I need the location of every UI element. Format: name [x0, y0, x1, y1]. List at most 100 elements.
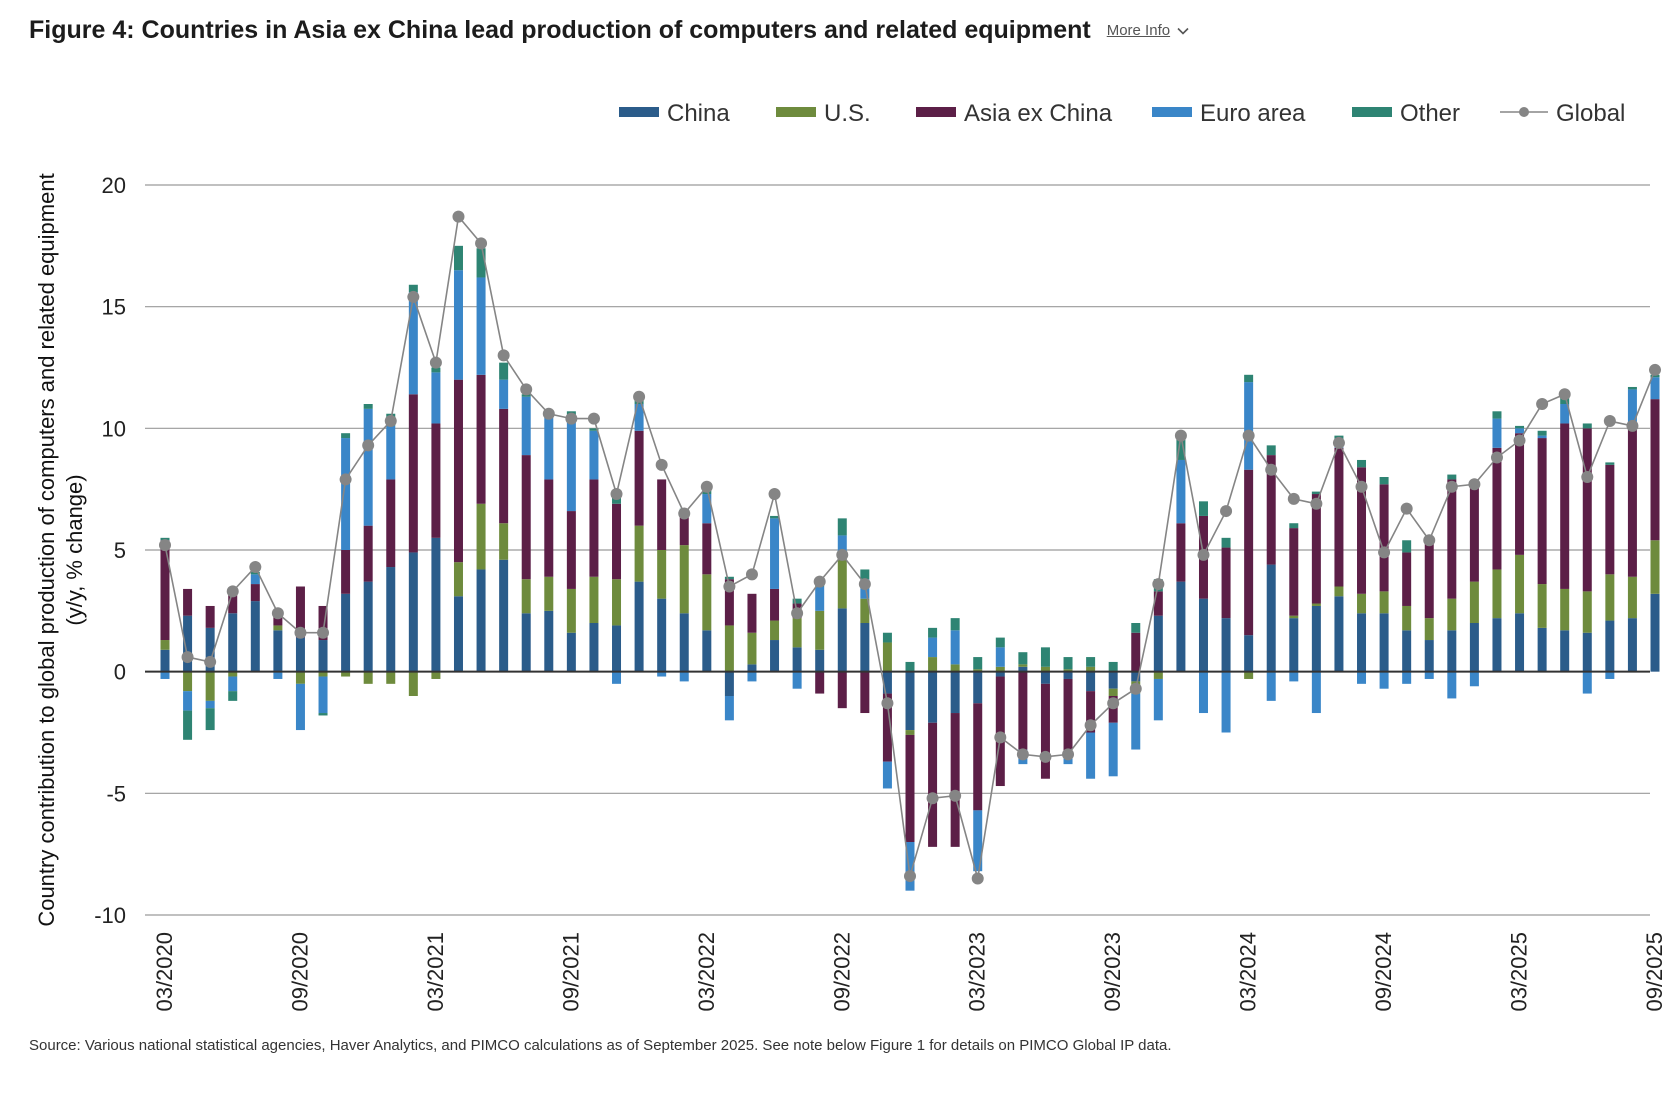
- bar-segment-euro-area: [702, 494, 712, 524]
- bar-segment-asia-ex-china: [1289, 528, 1299, 616]
- bar-segment-u-s: [521, 579, 531, 614]
- global-point: [497, 349, 510, 362]
- bar-segment-other: [973, 657, 983, 670]
- bar-segment-u-s: [1650, 540, 1660, 594]
- bar-segment-china: [928, 671, 938, 723]
- x-tick-label: 09/2021: [558, 932, 583, 1012]
- bar-segment-asia-ex-china: [1244, 469, 1254, 636]
- bar-segment-other: [1266, 445, 1276, 456]
- x-tick-label: 03/2024: [1236, 932, 1261, 1012]
- legend-swatch: [776, 107, 816, 117]
- y-tick-label: 0: [114, 660, 126, 685]
- global-point: [700, 480, 713, 493]
- global-point: [1129, 682, 1142, 695]
- global-point: [1039, 750, 1052, 763]
- y-tick-label: 20: [102, 173, 126, 198]
- bar-segment-u-s: [1402, 605, 1412, 631]
- bar-segment-asia-ex-china: [386, 479, 396, 568]
- bar-segment-u-s: [1244, 671, 1254, 679]
- global-point: [384, 415, 397, 428]
- global-point: [429, 356, 442, 369]
- bar-segment-asia-ex-china: [995, 676, 1005, 787]
- bar-segment-euro-area: [521, 396, 531, 456]
- bar-segment-u-s: [1040, 666, 1050, 672]
- bar-segment-euro-area: [273, 671, 283, 679]
- global-point: [181, 651, 194, 664]
- bar-segment-u-s: [1153, 671, 1163, 679]
- bar-segment-u-s: [499, 523, 509, 560]
- bar-segment-u-s: [1018, 664, 1028, 667]
- bar-segment-u-s: [612, 579, 622, 626]
- bar-segment-asia-ex-china: [1311, 494, 1321, 604]
- bar-segment-other: [882, 632, 892, 643]
- bar-segment-china: [905, 671, 915, 731]
- bar-segment-china: [657, 598, 667, 672]
- bar-segment-other: [250, 571, 260, 575]
- bar-segment-euro-area: [160, 671, 170, 679]
- bar-segment-euro-area: [386, 425, 396, 480]
- bar-segment-u-s: [228, 671, 238, 677]
- bar-segment-other: [341, 433, 351, 439]
- bar-segment-asia-ex-china: [1492, 447, 1502, 570]
- bar-segment-euro-area: [589, 430, 599, 480]
- bar-segment-china: [521, 613, 531, 672]
- bar-segment-euro-area: [1108, 722, 1118, 777]
- bar-segment-other: [1244, 374, 1254, 383]
- bar-segment-china: [860, 623, 870, 672]
- more-info-toggle[interactable]: More Info: [1107, 22, 1190, 39]
- bar-segment-u-s: [1492, 569, 1502, 619]
- bar-segment-other: [837, 518, 847, 536]
- bar-segment-u-s: [634, 525, 644, 582]
- bar-segment-u-s: [205, 671, 215, 701]
- bar-segment-other: [1063, 657, 1073, 670]
- chart-legend: China U.S. Asia ex China Euro area Other Glob…: [619, 100, 1625, 127]
- bar-segment-asia-ex-china: [1469, 484, 1479, 582]
- bar-segment-asia-ex-china: [1402, 552, 1412, 606]
- x-tick-label: 03/2021: [423, 932, 448, 1012]
- bar-segment-asia-ex-china: [363, 525, 373, 582]
- bar-segment-euro-area: [1605, 671, 1615, 679]
- bar-segment-u-s: [657, 550, 667, 599]
- global-point: [1378, 546, 1391, 559]
- legend-label: Asia ex China: [964, 100, 1113, 127]
- bar-segment-other: [476, 248, 486, 278]
- bar-segment-china: [1334, 596, 1344, 672]
- bar-segment-other: [499, 362, 509, 380]
- bar-segment-china: [1040, 671, 1050, 684]
- bar-segment-euro-area: [770, 518, 780, 589]
- global-point: [1220, 505, 1233, 518]
- legend-swatch-marker: [1519, 107, 1529, 117]
- bar-segment-asia-ex-china: [1221, 547, 1231, 619]
- bar-segment-other: [928, 627, 938, 638]
- bar-segment-china: [250, 601, 260, 672]
- bar-segment-china: [1221, 618, 1231, 672]
- bar-segment-china: [1153, 615, 1163, 672]
- legend-item-other: Other: [1352, 100, 1460, 127]
- bar-segment-china: [1018, 666, 1028, 672]
- global-point: [1242, 429, 1255, 442]
- bar-segment-other: [905, 661, 915, 672]
- global-point: [1174, 429, 1187, 442]
- bar-segment-asia-ex-china: [634, 430, 644, 526]
- bar-segment-euro-area: [408, 292, 418, 395]
- global-point: [655, 458, 668, 471]
- global-point: [723, 580, 736, 593]
- x-axis-ticks: 03/2020 09/2020 03/2021 09/2021 03/2022 09/20…: [152, 932, 1667, 1012]
- bar-segment-other: [1086, 657, 1096, 667]
- bar-segment-china: [1176, 581, 1186, 672]
- global-point: [587, 412, 600, 425]
- global-point: [1626, 419, 1639, 432]
- global-point: [226, 585, 239, 598]
- bar-segment-euro-area: [928, 637, 938, 658]
- bar-segment-u-s: [1560, 588, 1570, 631]
- x-tick-label: 03/2020: [152, 932, 177, 1012]
- global-point: [1581, 471, 1594, 483]
- legend-item-global: Global: [1500, 100, 1625, 127]
- bar-segment-other: [363, 404, 373, 409]
- bar-segment-euro-area: [295, 683, 305, 731]
- bar-segment-china: [566, 632, 576, 672]
- bar-segment-asia-ex-china: [1357, 467, 1367, 594]
- bar-segment-china: [1063, 671, 1073, 679]
- bar-segment-euro-area: [950, 630, 960, 665]
- global-point: [1265, 463, 1278, 476]
